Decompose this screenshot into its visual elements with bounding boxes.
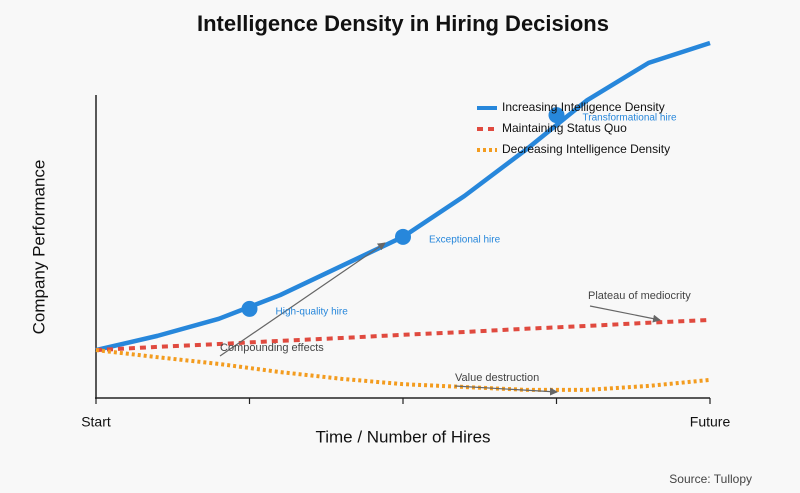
- legend-label: Maintaining Status Quo: [502, 121, 627, 135]
- legend-label: Increasing Intelligence Density: [502, 100, 665, 114]
- series-line: [95, 317, 711, 353]
- x-tick-label: Start: [81, 414, 111, 430]
- source: Source: Tullopy: [669, 472, 752, 486]
- point-marker: [241, 300, 258, 317]
- point-marker: [548, 107, 565, 124]
- annotation: Compounding effects: [220, 342, 324, 354]
- annotation: Plateau of mediocrity: [588, 290, 691, 302]
- annotation-arrow: [589, 305, 661, 323]
- point-label: Exceptional hire: [429, 234, 501, 245]
- point-marker: [395, 228, 411, 245]
- annotation-arrow: [454, 385, 558, 396]
- annotation-arrow: [219, 242, 386, 357]
- x-axis-label: Time / Number of Hires: [315, 427, 490, 446]
- x-tick-label: Future: [690, 414, 731, 430]
- chart-title: Intelligence Density in Hiring Decisions: [197, 11, 609, 36]
- y-axis-label: Company Performance: [29, 160, 48, 335]
- point-label: Transformational hire: [583, 113, 678, 124]
- point-label: High-quality hire: [276, 307, 349, 318]
- legend-label: Decreasing Intelligence Density: [502, 142, 670, 156]
- series-line: [95, 348, 711, 392]
- series-line: [95, 40, 711, 353]
- annotation: Value destruction: [455, 372, 539, 384]
